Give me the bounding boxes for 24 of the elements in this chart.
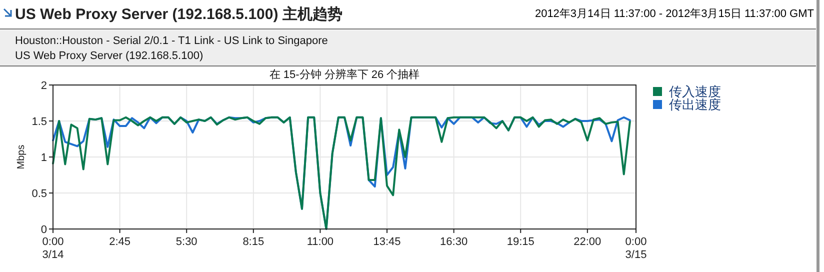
text: 在 15-分钟 分辨率下 26 个抽样 (269, 68, 420, 81)
y-tick-label: 2 (40, 80, 47, 92)
text: 2012年3月14日 11:37:00 - 2012年3月15日 11:37:00 GMT (534, 8, 814, 20)
legend-label: 传出速度 (669, 97, 721, 112)
text: US Web Proxy Server (192.168.5.100) (15, 50, 204, 62)
x-tick-label: 19:15 (506, 236, 534, 248)
y-tick-label: 1 (40, 152, 47, 164)
x-tick-label: 11:00 (306, 236, 334, 248)
line-series (52, 116, 631, 230)
x-tick-label: 22:00 (574, 236, 602, 248)
y-axis-title: Mbps (16, 144, 27, 170)
x-tick-label: 5:30 (176, 236, 198, 248)
text: Houston::Houston - Serial 2/0.1 - T1 Link - US Link to Singapore (15, 35, 328, 47)
x-tick-label: 13:45 (373, 236, 401, 248)
x-tick-label: 0:00 3/14 (42, 236, 64, 261)
y-tick-label: 1.5 (32, 116, 47, 128)
x-tick-label: 2:45 (109, 236, 131, 248)
x-tick-label: 16:30 (440, 236, 468, 248)
chart-title: US Web Proxy Server (192.168.5.100) 主机趋势 (15, 5, 342, 23)
y-tick-label: 0 (40, 224, 47, 236)
y-tick-label: 0.5 (32, 188, 47, 200)
legend-label: 传入速度 (669, 84, 721, 99)
x-tick-label: 8:15 (242, 236, 264, 248)
x-tick-label: 0:00 3/15 (625, 236, 647, 261)
